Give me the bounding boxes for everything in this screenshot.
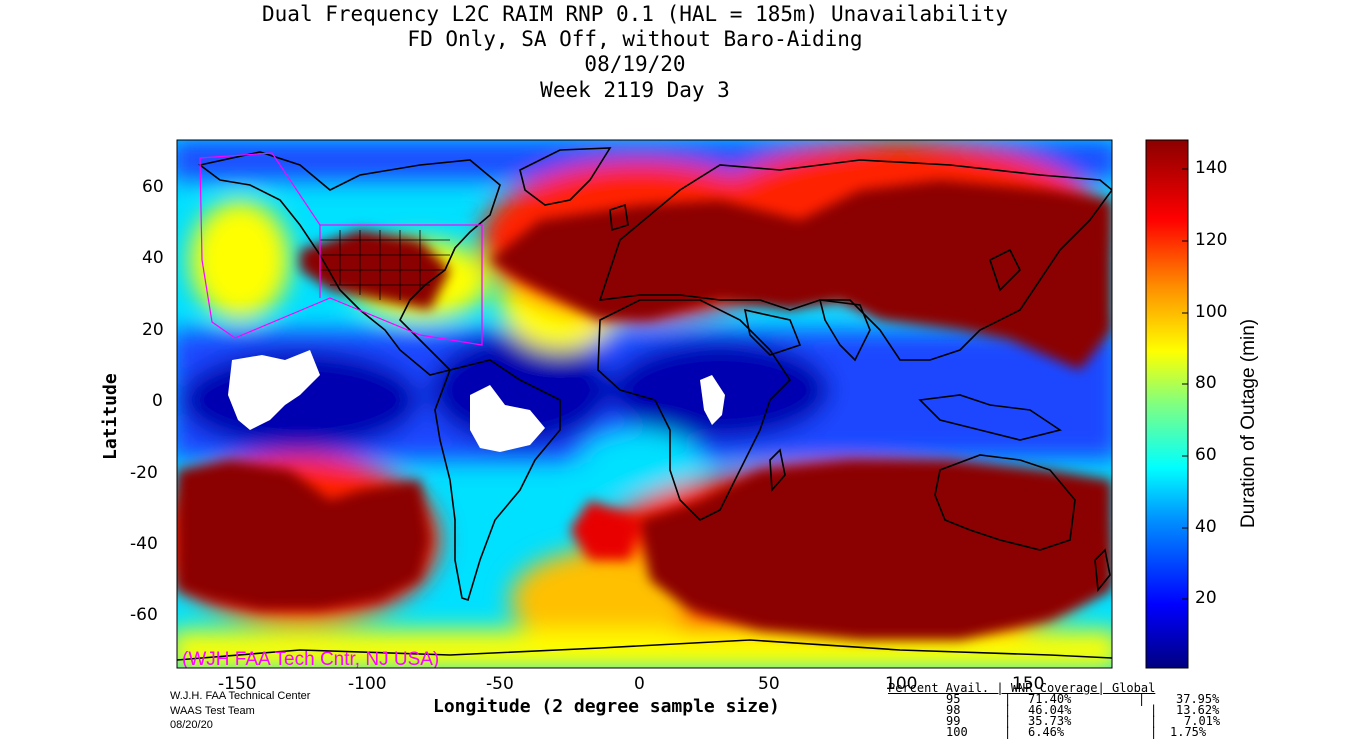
chart-title-date: 08/19/20 [584, 52, 686, 76]
no-data-patch [228, 350, 320, 430]
x-tick-label: -100 [348, 674, 387, 694]
chart-title-line-1: Dual Frequency L2C RAIM RNP 0.1 (HAL = 1… [262, 2, 1008, 26]
us-state-borders [320, 230, 450, 300]
stats-row: 95 | 71.40% | 37.95% [946, 692, 1220, 706]
outage-field: (WJH FAA Tech Cntr, NJ USA) [177, 140, 1112, 670]
coverage-stats-table: Percent Avail. | WNR Coverage| Global 95… [888, 681, 1268, 739]
no-data-patch [470, 385, 545, 452]
colorbar-tick-label: 80 [1195, 373, 1217, 393]
coastlines [177, 147, 1112, 661]
colorbar-tick-label: 40 [1195, 517, 1217, 537]
colorbar-tick-label: 20 [1195, 588, 1217, 608]
credit-line-1: W.J.H. FAA Technical Center [170, 690, 311, 702]
y-tick-label: 40 [142, 248, 164, 268]
colorbar-tick-label: 100 [1195, 302, 1228, 322]
y-tick-label: 60 [142, 177, 164, 197]
stats-row: 98 | 46.04% | 13.62% [946, 703, 1220, 717]
x-tick-label: 100 [885, 674, 918, 694]
colorbar-ticks [1182, 168, 1188, 600]
x-tick-label: 0 [634, 674, 645, 694]
y-axis-label: Latitude [100, 373, 121, 460]
wnr-coverage-outline [199, 152, 483, 346]
colorbar-tick-label: 140 [1195, 158, 1228, 178]
x-axis-label: Longitude (2 degree sample size) [433, 696, 780, 717]
credit-line-3: 08/20/20 [170, 719, 213, 731]
x-tick-label: -150 [218, 674, 257, 694]
x-tick-label: -50 [486, 674, 514, 694]
stats-row: 100 | 6.46% | 1.75% [946, 725, 1207, 739]
y-tick-label: -20 [130, 463, 158, 483]
y-tick-label: 20 [142, 320, 164, 340]
x-tick-label: 50 [758, 674, 780, 694]
credit-line-2: WAAS Test Team [170, 705, 255, 717]
colorbar-tick-label: 120 [1195, 230, 1228, 250]
colorbar-tick-label: 60 [1195, 445, 1217, 465]
chart-title-line-2: FD Only, SA Off, without Baro-Aiding [407, 27, 863, 51]
colorbar [1145, 139, 1189, 669]
map-frame [176, 139, 1113, 669]
y-tick-label: -60 [130, 605, 158, 625]
stats-header: Percent Avail. | WNR Coverage| Global [888, 681, 1156, 695]
y-tick-label: 0 [152, 391, 163, 411]
no-data-patch [700, 375, 725, 425]
y-tick-label: -40 [130, 534, 158, 554]
stats-row: 99 | 35.73% | 7.01% [946, 714, 1221, 728]
chart-title-week: Week 2119 Day 3 [540, 78, 730, 102]
watermark: (WJH FAA Tech Cntr, NJ USA) [182, 649, 439, 670]
colorbar-label: Duration of Outage (min) [1238, 318, 1259, 528]
x-tick-label: 150 [1012, 674, 1045, 694]
